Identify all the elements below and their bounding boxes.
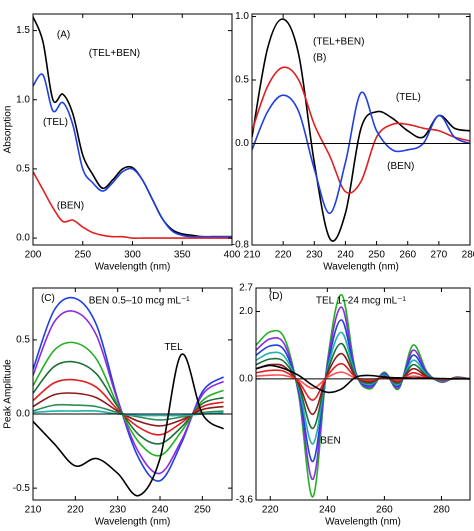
x-tick-label: 200 — [25, 250, 42, 261]
x-axis-label: Wavelength (nm) — [95, 262, 171, 273]
spectrum-line — [252, 66, 470, 194]
annotation: TEL 1–24 mcg mL⁻¹ — [316, 295, 407, 306]
annotation: (C) — [41, 293, 55, 304]
plot-area — [33, 16, 232, 239]
spectrum-line — [256, 306, 470, 480]
x-tick-label: 250 — [194, 505, 211, 516]
plot-area — [33, 296, 224, 497]
spectrum-line — [33, 171, 232, 239]
x-tick-label: 270 — [431, 250, 448, 261]
plot-frame — [251, 13, 471, 246]
y-tick-label: 0.0 — [235, 138, 249, 149]
y-tick-label: 1.0 — [16, 94, 30, 105]
annotation: BEN — [320, 435, 341, 446]
spectrum-line — [33, 353, 224, 497]
spectrum-line — [33, 341, 224, 457]
spectrum-line — [256, 364, 470, 394]
x-tick-label: 220 — [262, 505, 279, 516]
annotation: (TEL) — [43, 117, 68, 128]
x-tick-label: 210 — [25, 505, 42, 516]
annotation: (BEN) — [57, 200, 84, 211]
y-tick-label: 0.5 — [16, 335, 30, 346]
x-tick-label: 260 — [399, 250, 416, 261]
y-tick-label: 0.0 — [16, 409, 30, 420]
y-tick-label: 0.5 — [235, 75, 249, 86]
y-tick-label: -3.6 — [236, 495, 254, 506]
plot-frame — [32, 287, 233, 501]
y-tick-label: -0.8 — [232, 240, 250, 251]
y-tick-label: 0.5 — [16, 164, 30, 175]
x-axis-label: Wavelength (nm) — [95, 517, 171, 528]
y-tick-label: -0.5 — [13, 483, 31, 494]
x-tick-label: 400 — [224, 250, 241, 261]
annotation: (D) — [269, 291, 283, 302]
x-axis-label: Wavelength (nm) — [325, 517, 401, 528]
y-axis-label: Peak Amplitude — [3, 359, 14, 429]
plot-frame — [32, 13, 233, 246]
annotation: (TEL+BEN) — [313, 36, 364, 47]
annotation: (A) — [57, 29, 70, 40]
plot-area — [252, 18, 470, 242]
spectrum-line — [252, 91, 470, 215]
x-axis-label: Wavelength (nm) — [323, 262, 399, 273]
x-tick-label: 300 — [124, 250, 141, 261]
x-tick-label: 220 — [275, 250, 292, 261]
plot-area — [256, 293, 470, 498]
spectrum-line — [256, 293, 470, 498]
x-tick-label: 220 — [67, 505, 84, 516]
annotation: (BEN) — [387, 161, 414, 172]
x-tick-label: 240 — [337, 250, 354, 261]
x-tick-label: 260 — [376, 505, 393, 516]
x-tick-label: 230 — [109, 505, 126, 516]
x-tick-label: 250 — [368, 250, 385, 261]
x-tick-label: 280 — [462, 250, 474, 261]
x-tick-label: 280 — [433, 505, 450, 516]
annotation: (TEL) — [396, 92, 421, 103]
x-tick-label: 350 — [174, 250, 191, 261]
y-tick-label: 1.5 — [16, 25, 30, 36]
annotation: TEL — [164, 342, 183, 353]
spectrum-line — [33, 73, 232, 238]
y-tick-label: 0.0 — [16, 233, 30, 244]
x-tick-label: 240 — [152, 505, 169, 516]
plot-frame — [255, 287, 471, 501]
y-tick-label: 1.0 — [235, 11, 249, 22]
x-tick-label: 230 — [306, 250, 323, 261]
annotation: (TEL+BEN) — [89, 48, 140, 59]
x-tick-label: 210 — [244, 250, 261, 261]
annotation: BEN 0.5–10 mcg mL⁻¹ — [89, 295, 191, 306]
y-tick-label: 2.0 — [239, 306, 253, 317]
spectrum-line — [256, 319, 470, 463]
y-tick-label: 0.0 — [239, 373, 253, 384]
x-tick-label: 240 — [319, 505, 336, 516]
x-tick-label: 250 — [74, 250, 91, 261]
spectrum-line — [33, 410, 224, 417]
y-tick-label: 2.7 — [239, 283, 253, 294]
y-axis-label: Absorption — [3, 106, 14, 154]
annotation: (B) — [313, 53, 326, 64]
